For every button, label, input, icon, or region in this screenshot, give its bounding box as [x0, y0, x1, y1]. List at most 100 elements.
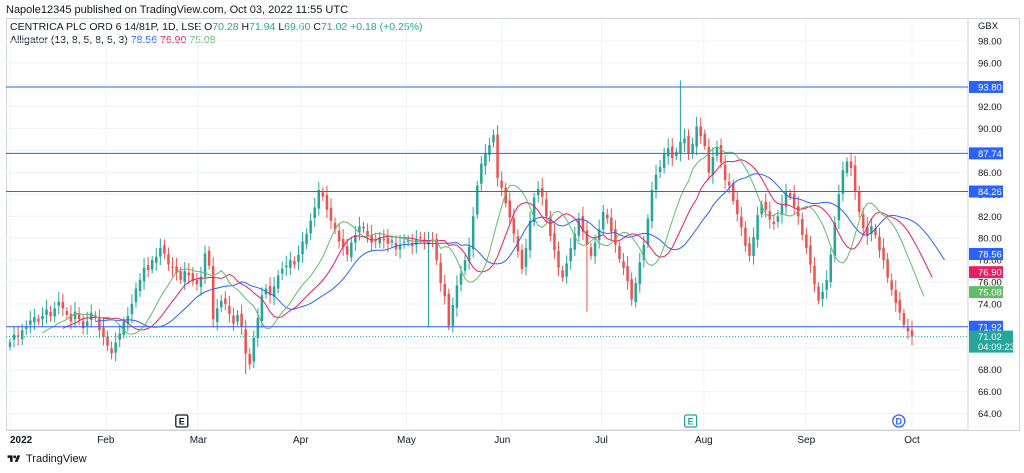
candle-body	[658, 166, 662, 172]
candle-body	[406, 240, 410, 242]
candle-body	[752, 237, 755, 256]
candle-body	[207, 250, 211, 266]
candle-body	[301, 241, 304, 255]
candle-body	[565, 263, 568, 277]
candle-body	[589, 247, 593, 256]
y-tick-label: 76.00	[978, 278, 1002, 289]
high-value: 71.94	[249, 21, 276, 33]
candle-body	[581, 216, 585, 232]
event-marker-label: E	[688, 417, 694, 427]
tradingview-logo-icon	[7, 455, 21, 462]
candle-body	[484, 153, 487, 166]
candle-body	[488, 145, 491, 156]
candle-body	[894, 290, 898, 303]
indicator-name[interactable]: Alligator (13, 8, 5, 8, 5, 3)	[10, 34, 128, 46]
earnings-event-icon	[175, 414, 189, 428]
close-label: C	[313, 21, 321, 33]
candle-body	[341, 238, 345, 247]
candle-body	[244, 329, 247, 354]
x-tick-label: Apr	[293, 435, 309, 446]
candle-body	[650, 189, 654, 222]
candle-body	[293, 261, 296, 265]
x-tick-label: Mar	[190, 435, 208, 446]
candle-body	[435, 238, 438, 261]
candle-body	[646, 218, 650, 245]
candle-body	[350, 242, 353, 258]
price-axis-badge	[969, 185, 1003, 198]
candle-body	[325, 194, 329, 210]
candle-body	[90, 312, 93, 321]
candle-body	[675, 151, 678, 157]
candle-body	[731, 183, 735, 201]
candle-body	[443, 283, 447, 297]
candle-body	[45, 309, 48, 315]
teeth-value: 76.90	[160, 34, 187, 46]
candle-body	[337, 230, 341, 242]
candle-body	[601, 211, 605, 230]
candle-body	[53, 308, 56, 317]
candle-body	[329, 207, 333, 221]
candle-body	[228, 305, 231, 314]
candle-body	[370, 234, 373, 243]
price-axis-badge	[969, 247, 1003, 260]
candle-body	[622, 261, 625, 268]
candle-body	[110, 348, 113, 354]
candle-body	[703, 133, 707, 147]
candle-body	[73, 311, 77, 320]
candle-body	[740, 216, 743, 228]
y-tick-label: 82.00	[978, 212, 1002, 223]
candle-body	[57, 301, 61, 306]
candle-body	[309, 220, 312, 234]
candle-body	[557, 250, 560, 268]
candle-body	[77, 313, 81, 320]
low-label: L	[278, 21, 285, 33]
candle-body	[508, 200, 512, 218]
x-tick-label: Sep	[797, 435, 815, 446]
candle-body	[545, 199, 548, 217]
candle-body	[69, 313, 73, 322]
earnings-event-icon	[683, 414, 698, 428]
candle-body	[492, 135, 495, 143]
x-tick-label: May	[397, 435, 416, 446]
close-value: 71.02	[320, 21, 348, 33]
candle-body	[24, 326, 28, 329]
jaw-value: 78.56	[130, 34, 158, 46]
open-value: 70.28	[212, 21, 239, 33]
candle-body	[195, 280, 199, 285]
candle-body	[776, 216, 780, 222]
candle-body	[870, 226, 873, 234]
candle-body	[524, 248, 528, 267]
candle-body	[305, 233, 308, 245]
candle-body	[150, 260, 154, 270]
candle-body	[634, 283, 637, 302]
y-tick-label: 96.00	[978, 58, 1002, 69]
candle-body	[345, 246, 349, 255]
price-axis-badge	[969, 320, 1003, 333]
footer-brand: TradingView	[26, 453, 87, 465]
candle-body	[354, 234, 357, 243]
candle-body	[520, 249, 524, 269]
candle-body	[890, 280, 893, 290]
candle-body	[402, 241, 406, 243]
candle-body	[134, 288, 138, 303]
candle-body	[179, 271, 182, 280]
lips-value: 75.08	[189, 34, 216, 46]
x-tick-label: Oct	[904, 435, 920, 446]
candle-body	[16, 335, 20, 337]
candle-body	[626, 265, 629, 281]
candle-body	[780, 204, 784, 215]
candle-body	[813, 265, 816, 285]
candle-body	[280, 268, 284, 274]
candle-body	[142, 267, 146, 282]
price-axis-badge	[969, 80, 1003, 93]
candle-body	[297, 254, 300, 262]
y-tick-label: 64.00	[978, 409, 1002, 420]
price-axis-badge	[969, 286, 1003, 299]
candle-body	[98, 317, 101, 331]
candle-body	[390, 240, 394, 243]
publisher-line: Napole12345 published on TradingView.com…	[6, 4, 349, 16]
candle-body	[500, 180, 503, 188]
candle-body	[878, 236, 881, 251]
candle-body	[423, 239, 426, 243]
